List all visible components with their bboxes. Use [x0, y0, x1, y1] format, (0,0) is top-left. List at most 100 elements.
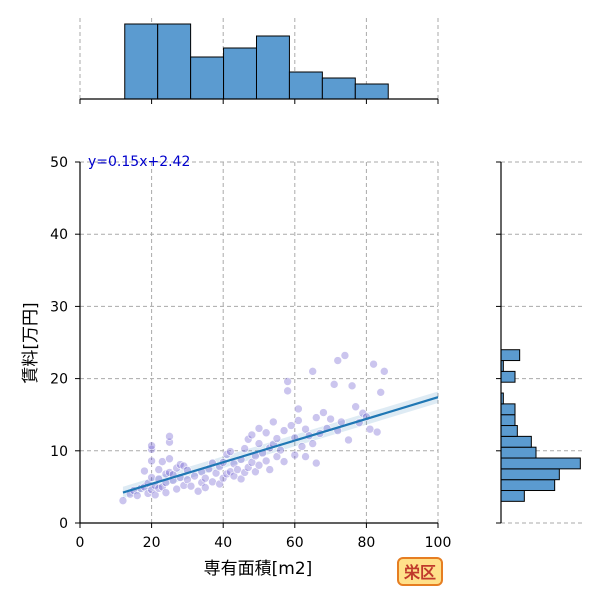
top-histogram: [79, 18, 439, 104]
scatter-point: [158, 457, 167, 466]
scatter-point: [272, 452, 282, 461]
right-hist-bar: [500, 349, 521, 362]
scatter-point: [347, 381, 357, 391]
scatter-point: [369, 359, 378, 369]
scatter-point: [358, 408, 368, 418]
top-hist-bar: [124, 23, 159, 100]
scatter-point: [183, 475, 192, 484]
top-hist-bar: [223, 47, 257, 100]
scatter-point: [233, 465, 242, 474]
scatter-point: [197, 478, 207, 487]
scatter-point: [140, 466, 149, 476]
right-hist-bar: [500, 425, 518, 437]
scatter-point: [243, 434, 253, 444]
scatter-point: [154, 465, 164, 474]
scatter-point: [297, 442, 307, 451]
scatter-point: [279, 426, 289, 435]
scatter-point: [326, 414, 335, 424]
scatter-point: [143, 489, 153, 498]
scatter-point: [147, 456, 156, 466]
scatter-point: [279, 457, 289, 466]
scatter-point: [147, 473, 156, 482]
scatter-point: [240, 444, 249, 453]
scatter-point: [226, 467, 235, 477]
right-hist-bar: [500, 435, 532, 448]
top-hist-bar: [255, 35, 290, 100]
scatter-point: [247, 430, 257, 440]
scatter-point: [243, 463, 253, 472]
right-hist-bar: [500, 468, 560, 481]
scatter-point: [261, 456, 271, 466]
top-hist-bar: [288, 71, 323, 100]
scatter-point: [372, 427, 382, 437]
scatter-point: [132, 491, 142, 500]
scatter-point: [308, 439, 318, 448]
y-tick-label: 50: [50, 155, 68, 171]
top-hist-bar: [157, 23, 192, 100]
scatter-point: [311, 458, 321, 468]
scatter-point: [286, 421, 296, 430]
main-scatter-plot: 0 20 40 60 80 100 0 10 20 30 40 50: [50, 155, 451, 551]
scatter-point: [283, 377, 292, 386]
x-tick-label: 80: [357, 535, 375, 551]
scatter-point: [211, 468, 221, 478]
regression-equation: y=0.15x+2.42: [88, 154, 190, 170]
x-tick-label: 100: [425, 535, 452, 551]
x-tick-label: 0: [76, 535, 85, 551]
scatter-point: [222, 450, 232, 459]
scatter-point: [172, 484, 181, 494]
top-hist-bar: [321, 77, 356, 100]
scatter-point: [172, 463, 181, 473]
scatter-point: [254, 460, 264, 470]
right-hist-bar: [500, 403, 516, 416]
y-tick-label: 0: [59, 516, 68, 532]
x-axis-title: 専有面積[m2]: [204, 559, 313, 579]
top-hist-bar: [190, 56, 225, 100]
scatter-point: [301, 452, 310, 461]
x-tick-label: 20: [143, 535, 161, 551]
scatter-point: [254, 439, 264, 448]
y-axis-title: 賃料[万円]: [21, 302, 41, 383]
y-tick-label: 10: [50, 444, 68, 460]
scatter-point: [294, 404, 303, 414]
region-badge: 栄区: [397, 557, 443, 586]
right-histogram: [496, 161, 585, 524]
scatter-point: [283, 386, 292, 396]
region-badge-label: 栄区: [403, 563, 436, 582]
scatter-point: [261, 428, 271, 438]
scatter-point: [311, 413, 321, 422]
scatter-point: [193, 486, 203, 496]
scatter-point: [379, 367, 389, 376]
scatter-point: [269, 417, 278, 427]
right-hist-bar: [500, 490, 525, 502]
scatter-point: [308, 367, 318, 376]
scatter-point: [161, 488, 171, 497]
scatter-point: [236, 474, 246, 484]
scatter-point: [186, 481, 196, 491]
scatter-point: [179, 461, 189, 471]
scatter-point: [276, 445, 285, 455]
scatter-point: [319, 408, 328, 417]
scatter-point: [226, 447, 235, 456]
scatter-point: [365, 424, 375, 434]
scatter-point: [190, 471, 199, 481]
scatter-point: [201, 483, 210, 492]
scatter-point: [150, 490, 160, 500]
right-hist-bar: [500, 479, 556, 492]
scatter-point: [201, 473, 210, 483]
scatter-point: [208, 477, 217, 487]
right-hist-bar: [500, 414, 516, 427]
regression-line: [122, 396, 439, 494]
scatter-point: [147, 441, 156, 451]
scatter-point: [376, 388, 386, 397]
scatter-point: [254, 424, 264, 433]
right-hist-bar: [500, 457, 581, 470]
scatter-point: [333, 356, 343, 365]
y-tick-label: 30: [50, 299, 68, 315]
scatter-point: [329, 380, 339, 389]
scatter-point: [165, 432, 174, 441]
scatter-point: [301, 424, 310, 434]
y-tick-label: 20: [50, 372, 68, 388]
